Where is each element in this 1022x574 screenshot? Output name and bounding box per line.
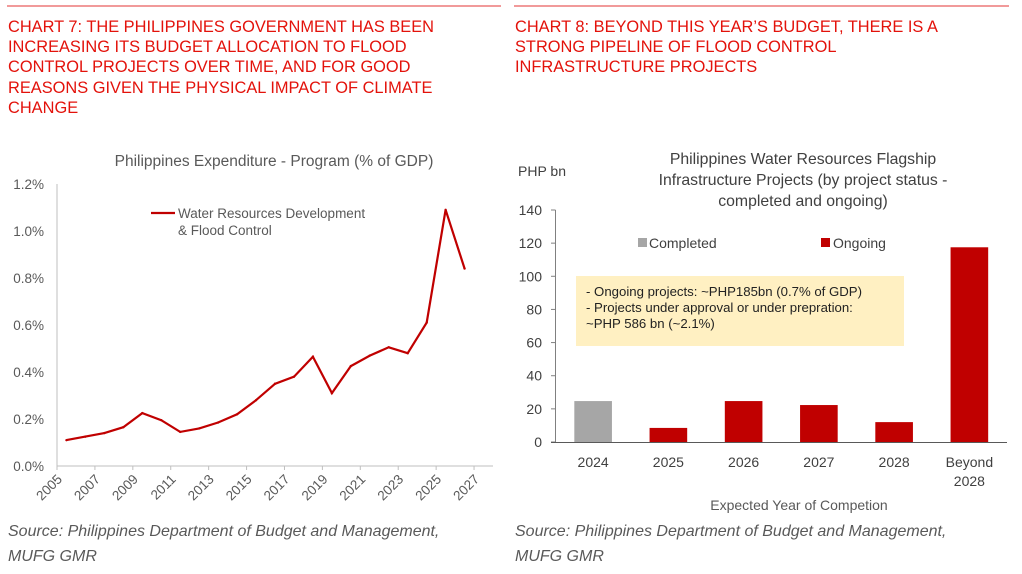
chart8-source: Source: Philippines Department of Budget…: [515, 519, 946, 569]
chart7-source: Source: Philippines Department of Budget…: [8, 519, 439, 569]
line-point: [444, 208, 447, 212]
left-top-rule: [7, 5, 501, 7]
line-y-tick-label: 1.2%: [13, 177, 44, 192]
line-point: [368, 354, 371, 357]
bar-y-axis-label: PHP bn: [518, 163, 566, 179]
chart8-heading-line: INFRASTRUCTURE PROJECTS: [515, 58, 758, 77]
line-point: [122, 426, 125, 429]
line-point: [311, 355, 315, 358]
line-x-tick-label: 2005: [33, 472, 65, 504]
legend-swatch-ongoing: [821, 238, 830, 247]
source-line: Source: Philippines Department of Budget…: [515, 523, 947, 540]
line-x-tick-label: 2027: [450, 472, 482, 504]
chart8-heading: CHART 8: BEYOND THIS YEAR’S BUDGET, THER…: [515, 17, 938, 78]
bar-y-tick-label: 0: [534, 434, 542, 450]
line-point: [84, 435, 87, 438]
source-line: Source: Philippines Department of Budget…: [8, 523, 440, 540]
bar-ongoing: [649, 427, 688, 442]
chart7-heading-line: INCREASING ITS BUDGET ALLOCATION TO FLOO…: [8, 38, 407, 57]
chart8-heading-line: STRONG PIPELINE OF FLOOD CONTROL: [515, 38, 837, 57]
bar-ongoing: [875, 422, 913, 442]
line-x-tick-label: 2011: [148, 472, 179, 503]
bar-x-tick-label: 2028: [954, 473, 985, 489]
bar-x-tick-label: 2025: [653, 454, 684, 470]
chart7-heading: CHART 7: THE PHILIPPINES GOVERNMENT HAS …: [8, 17, 434, 118]
line-x-tick-label: 2007: [71, 472, 103, 504]
bar-x-axis-label: Expected Year of Competion: [710, 497, 887, 513]
chart8-heading-line: CHART 8: BEYOND THIS YEAR’S BUDGET, THER…: [515, 18, 938, 36]
legend-label-completed: Completed: [649, 235, 717, 251]
line-y-tick-label: 0.2%: [13, 412, 44, 427]
line-point: [273, 382, 277, 385]
line-point: [160, 418, 163, 422]
line-y-tick-label: 1.0%: [13, 224, 44, 239]
line-point: [425, 321, 428, 324]
line-chart: Philippines Expenditure - Program (% of …: [13, 153, 493, 504]
line-point: [235, 413, 239, 416]
line-y-tick-label: 0.8%: [13, 271, 44, 286]
line-x-tick-label: 2015: [223, 472, 255, 504]
annotation-line: - Projects under approval or under prepr…: [586, 300, 853, 315]
right-top-rule: [514, 5, 1009, 7]
bar-y-tick-label: 40: [526, 368, 542, 384]
bar-x-tick-label: 2027: [803, 454, 834, 470]
bar-y-tick-label: 60: [526, 335, 542, 351]
line-point: [103, 431, 106, 435]
bar-chart-title-line: completed and ongoing): [718, 193, 888, 210]
line-point: [349, 364, 353, 368]
line-x-tick-label: 2009: [109, 472, 141, 504]
legend-label-line2: & Flood Control: [178, 223, 272, 238]
annotation-line: ~PHP 586 bn (~2.1%): [586, 316, 715, 331]
legend-label-ongoing: Ongoing: [833, 235, 886, 251]
bar-y-tick-label: 100: [519, 268, 543, 284]
line-x-tick-label: 2023: [374, 472, 406, 504]
source-line: MUFG GMR: [515, 548, 604, 565]
chart7-heading-line: CHART 7: THE PHILIPPINES GOVERNMENT HAS …: [8, 18, 434, 36]
bar-chart-title-line: Philippines Water Resources Flagship: [670, 151, 937, 168]
line-point: [216, 421, 220, 424]
bar-x-tick-label: 2024: [578, 454, 609, 470]
line-x-tick-label: 2025: [412, 472, 444, 504]
line-x-tick-label: 2021: [337, 472, 369, 504]
line-y-tick-label: 0.4%: [13, 365, 44, 380]
line-x-tick-label: 2017: [261, 472, 293, 504]
bar-completed: [574, 401, 612, 442]
bar-x-tick-label: 2028: [879, 454, 910, 470]
bar-ongoing: [950, 247, 989, 442]
line-point: [179, 430, 182, 434]
line-point: [387, 346, 390, 349]
bar-y-tick-label: 140: [519, 202, 543, 218]
line-point: [330, 391, 334, 395]
chart7-heading-line: REASONS GIVEN THE PHYSICAL IMPACT OF CLI…: [8, 78, 433, 97]
legend-label-line1: Water Resources Development: [178, 206, 365, 221]
line-point: [406, 352, 409, 355]
line-x-tick-label: 2013: [185, 472, 217, 504]
line-point: [463, 267, 466, 270]
line-y-tick-label: 0.0%: [13, 459, 44, 474]
line-point: [197, 427, 201, 430]
annotation-box: - Ongoing projects: ~PHP185bn (0.7% of G…: [576, 276, 904, 346]
bar-y-tick-label: 120: [519, 235, 543, 251]
bar-y-tick-label: 80: [526, 301, 542, 317]
source-line: MUFG GMR: [8, 548, 97, 565]
bar-x-tick-label: Beyond: [946, 454, 993, 470]
line-point: [292, 375, 296, 378]
line-chart-title: Philippines Expenditure - Program (% of …: [115, 153, 434, 170]
line-series-flood-control: [66, 209, 466, 442]
bar-y-tick-label: 20: [526, 401, 542, 417]
line-point: [254, 399, 258, 402]
bar-chart: Philippines Water Resources Flagship Inf…: [518, 151, 1007, 513]
line-y-tick-label: 0.6%: [13, 318, 44, 333]
line-x-tick-label: 2019: [299, 472, 331, 504]
bar-ongoing: [724, 401, 763, 442]
chart7-heading-line: CONTROL PROJECTS OVER TIME, AND FOR GOOD: [8, 58, 411, 77]
annotation-line: - Ongoing projects: ~PHP185bn (0.7% of G…: [586, 284, 862, 299]
line-point: [141, 411, 144, 415]
bar-chart-title-line: Infrastructure Projects (by project stat…: [659, 172, 948, 189]
bar-ongoing: [800, 405, 838, 442]
line-point: [65, 438, 68, 442]
chart7-heading-line: CHANGE: [8, 98, 79, 117]
bar-x-tick-label: 2026: [728, 454, 759, 470]
legend-swatch-completed: [638, 238, 647, 247]
